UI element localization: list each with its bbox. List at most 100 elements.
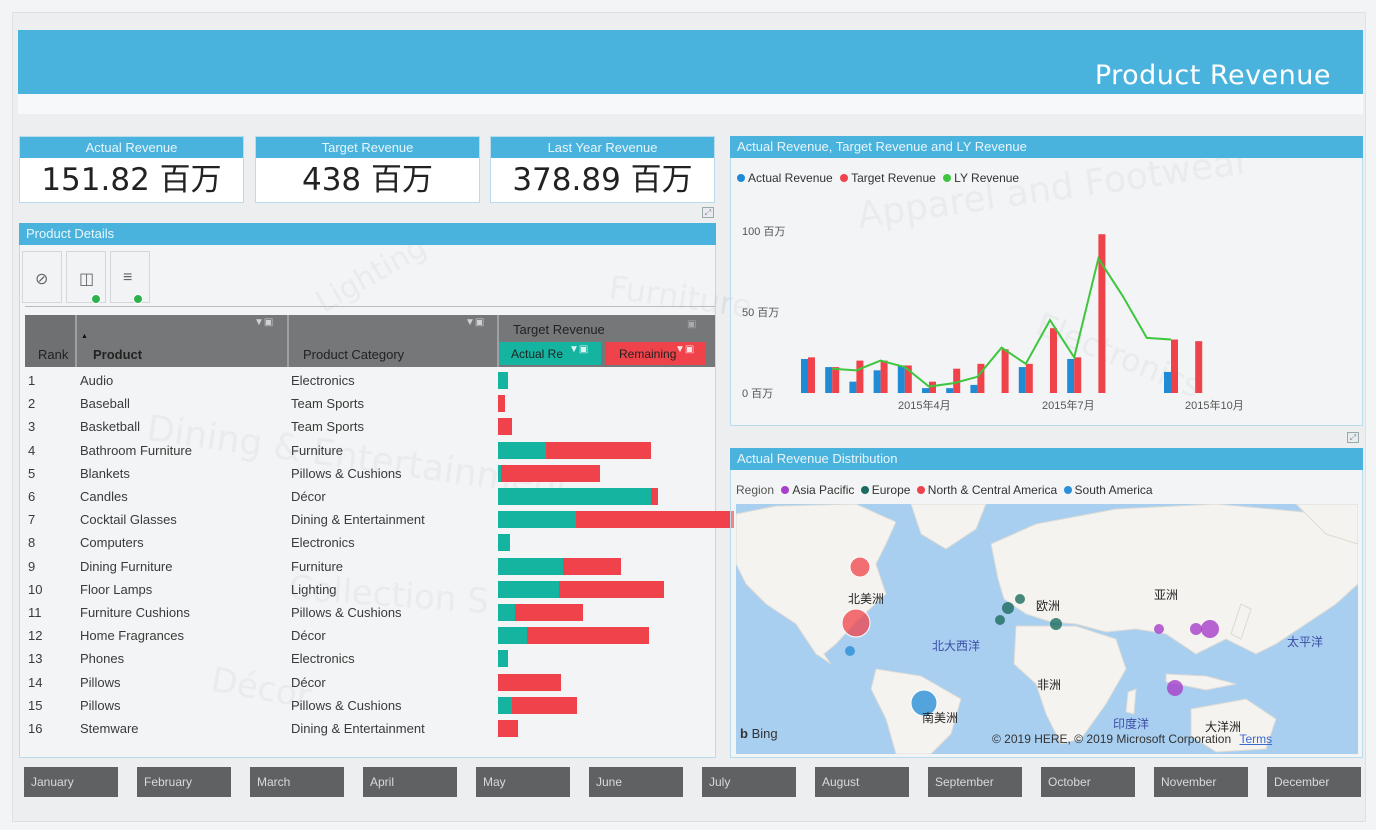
legend-item[interactable]: Asia Pacific <box>781 483 854 497</box>
actual-bar[interactable] <box>498 580 559 598</box>
table-row[interactable]: 2 Baseball Team Sports <box>25 392 715 415</box>
remaining-bar[interactable] <box>498 418 512 436</box>
remaining-bar[interactable] <box>512 696 577 714</box>
target-revenue-bar[interactable] <box>856 360 864 393</box>
remaining-bar[interactable] <box>498 720 518 737</box>
month-button-april[interactable]: April <box>363 767 457 797</box>
month-button-december[interactable]: December <box>1267 767 1361 797</box>
actual-bar[interactable] <box>498 372 508 389</box>
actual-bar[interactable] <box>498 650 508 668</box>
actual-bar[interactable] <box>498 511 576 529</box>
filter-icon[interactable]: ▣ <box>687 319 697 330</box>
table-row[interactable]: 10 Floor Lamps Lighting <box>25 578 715 601</box>
actual-revenue-bar[interactable] <box>1164 371 1171 393</box>
col-header-product[interactable]: Product <box>93 347 143 362</box>
ly-revenue-line[interactable] <box>832 256 1172 388</box>
month-button-october[interactable]: October <box>1041 767 1135 797</box>
table-row[interactable]: 14 Pillows Décor <box>25 671 715 694</box>
target-revenue-bar[interactable] <box>929 381 936 393</box>
world-map[interactable]: 北美洲 欧洲 亚洲 非洲 南美洲 大洋洲 北大西洋 太平洋 印度洋 b Bing… <box>736 504 1358 754</box>
expand-icon[interactable]: ⤢ <box>702 207 714 218</box>
legend-item[interactable]: Europe <box>860 483 910 497</box>
format-tool-button[interactable]: ⊘ <box>22 251 62 303</box>
remaining-bar[interactable] <box>559 580 664 598</box>
month-button-september[interactable]: September <box>928 767 1022 797</box>
legend-actual-chip[interactable]: Actual Re ▼▣ <box>499 342 601 365</box>
target-revenue-bar[interactable] <box>832 367 840 393</box>
actual-bar[interactable] <box>498 604 515 621</box>
table-row[interactable]: 1 Audio Electronics <box>25 369 715 392</box>
table-row[interactable]: 9 Dining Furniture Furniture <box>25 555 715 578</box>
remaining-bar[interactable] <box>651 488 658 505</box>
actual-revenue-bar[interactable] <box>825 367 833 393</box>
actual-revenue-bar[interactable] <box>801 358 808 393</box>
actual-bar[interactable] <box>498 464 501 482</box>
target-revenue-bar[interactable] <box>904 365 912 393</box>
remaining-bar[interactable] <box>498 673 561 691</box>
expand-icon[interactable]: ⤢ <box>1347 432 1359 443</box>
actual-bar[interactable] <box>498 441 546 459</box>
remaining-bar[interactable] <box>498 395 505 413</box>
legend-item[interactable]: LY Revenue <box>943 171 1019 185</box>
actual-revenue-bar[interactable] <box>970 384 978 393</box>
legend-item[interactable]: Target Revenue <box>840 171 936 185</box>
target-revenue-bar[interactable] <box>1195 341 1203 393</box>
target-revenue-bar[interactable] <box>880 360 888 393</box>
table-row[interactable]: 11 Furniture Cushions Pillows & Cushions <box>25 601 715 624</box>
month-button-august[interactable]: August <box>815 767 909 797</box>
actual-bar[interactable] <box>498 696 512 714</box>
table-row[interactable]: 8 Computers Electronics <box>25 531 715 554</box>
actual-revenue-bar[interactable] <box>922 388 929 393</box>
remaining-bar[interactable] <box>527 627 649 645</box>
actual-revenue-bar[interactable] <box>1018 367 1026 393</box>
remaining-bar[interactable] <box>515 604 583 621</box>
month-button-february[interactable]: February <box>137 767 231 797</box>
month-button-november[interactable]: November <box>1154 767 1248 797</box>
target-revenue-bar[interactable] <box>977 363 985 393</box>
legend-item[interactable]: South America <box>1063 483 1153 497</box>
target-revenue-bar[interactable] <box>1074 357 1082 393</box>
col-header-target[interactable]: Target Revenue <box>513 322 605 337</box>
actual-bar[interactable] <box>498 534 510 552</box>
actual-revenue-bar[interactable] <box>1067 358 1075 393</box>
revenue-combo-chart[interactable]: 100 百万 50 百万 0 百万 2015年4月 2015年7月 2015年10月 <box>730 186 1363 426</box>
legend-remaining-chip[interactable]: Remaining ▼▣ <box>605 342 705 365</box>
table-row[interactable]: 15 Pillows Pillows & Cushions <box>25 694 715 717</box>
remaining-bar[interactable] <box>563 557 621 575</box>
table-row[interactable]: 7 Cocktail Glasses Dining & Entertainment <box>25 508 715 531</box>
actual-bar[interactable] <box>498 557 563 575</box>
terms-link[interactable]: Terms <box>1239 732 1273 746</box>
actual-revenue-bar[interactable] <box>873 370 881 393</box>
table-row[interactable]: 4 Bathroom Furniture Furniture <box>25 439 715 462</box>
col-header-category[interactable]: Product Category <box>303 347 405 362</box>
target-revenue-bar[interactable] <box>1171 339 1178 393</box>
target-revenue-bar[interactable] <box>1098 234 1106 393</box>
actual-revenue-bar[interactable] <box>849 381 857 393</box>
remaining-bar[interactable] <box>576 511 734 529</box>
filter-icon[interactable]: ▼▣ <box>254 317 274 328</box>
actual-revenue-bar[interactable] <box>946 388 954 393</box>
table-row[interactable]: 13 Phones Electronics <box>25 647 715 670</box>
target-revenue-bar[interactable] <box>953 368 961 393</box>
kpi-card-last-year[interactable]: Last Year Revenue 378.89 百万 <box>490 136 715 203</box>
kpi-card-target[interactable]: Target Revenue 438 百万 <box>255 136 480 203</box>
target-revenue-bar[interactable] <box>808 357 815 393</box>
table-row[interactable]: 3 Basketball Team Sports <box>25 415 715 438</box>
legend-item[interactable]: Actual Revenue <box>737 171 833 185</box>
kpi-card-actual[interactable]: Actual Revenue 151.82 百万 <box>19 136 244 203</box>
col-header-rank[interactable]: Rank <box>38 347 69 362</box>
table-row[interactable]: 5 Blankets Pillows & Cushions <box>25 462 715 485</box>
actual-revenue-bar[interactable] <box>897 365 905 393</box>
target-revenue-bar[interactable] <box>1001 349 1009 393</box>
month-button-march[interactable]: March <box>250 767 344 797</box>
remaining-bar[interactable] <box>546 441 651 459</box>
actual-bar[interactable] <box>498 488 651 505</box>
list-tool-button[interactable]: ≡ <box>110 251 150 304</box>
month-button-may[interactable]: May <box>476 767 570 797</box>
actual-bar[interactable] <box>498 627 527 645</box>
filter-icon[interactable]: ▼▣ <box>465 317 485 328</box>
table-row[interactable]: 6 Candles Décor <box>25 485 715 508</box>
remaining-bar[interactable] <box>501 464 600 482</box>
target-revenue-bar[interactable] <box>1050 328 1057 393</box>
table-row[interactable]: 16 Stemware Dining & Entertainment <box>25 717 715 740</box>
